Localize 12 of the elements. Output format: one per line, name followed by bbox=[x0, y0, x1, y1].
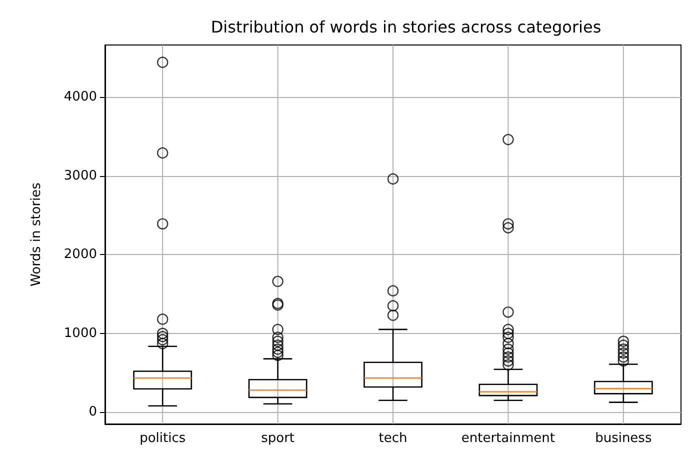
y-tick-label: 1000 bbox=[64, 326, 97, 341]
x-tick-label: sport bbox=[261, 431, 295, 446]
y-axis-title: Words in stories bbox=[29, 182, 44, 286]
y-tick-label: 3000 bbox=[64, 168, 97, 184]
chart-title: Distribution of words in stories across categories bbox=[210, 18, 602, 36]
y-tick-label: 4000 bbox=[64, 90, 97, 105]
y-tick-label: 0 bbox=[88, 404, 97, 420]
x-tick-label: entertainment bbox=[461, 431, 555, 446]
x-tick-label: tech bbox=[378, 431, 408, 446]
x-tick-label: politics bbox=[140, 431, 186, 446]
y-tick-label: 2000 bbox=[64, 247, 97, 262]
x-tick-label: business bbox=[595, 431, 652, 446]
